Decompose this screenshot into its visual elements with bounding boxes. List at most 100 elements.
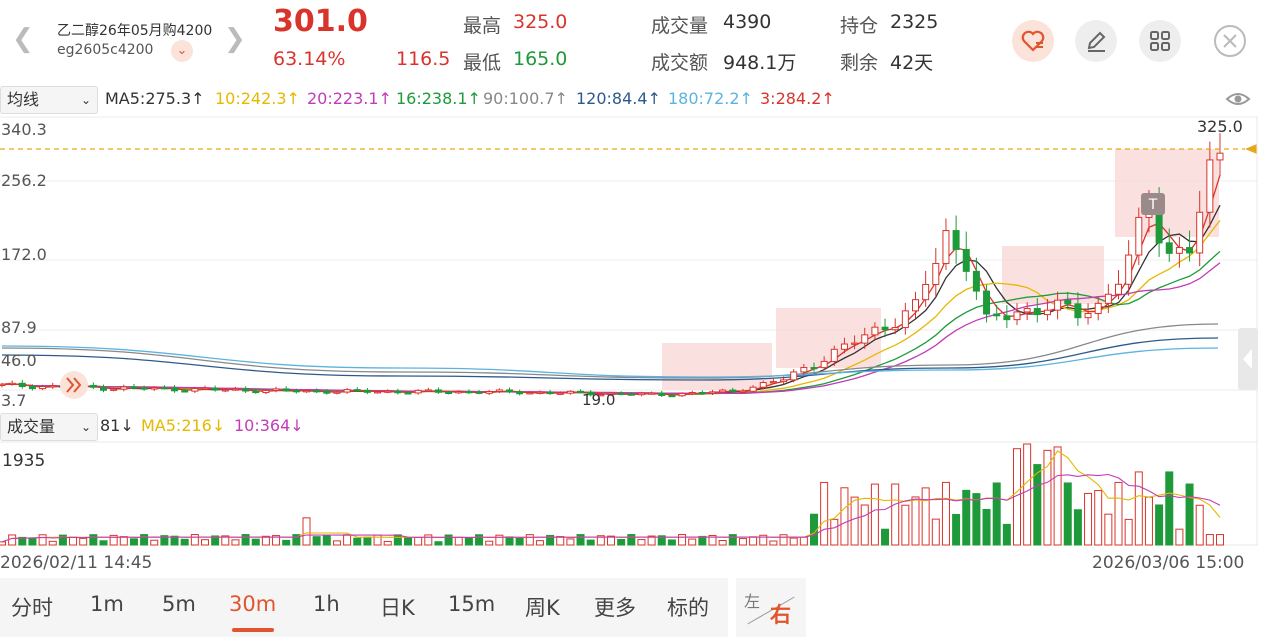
candle-body [455,391,463,394]
next-arrow-icon[interactable]: ❯ [224,24,246,54]
volume-ma-line [1,473,1221,543]
tab-30m[interactable]: 30m [229,592,277,616]
volume-bar [1053,446,1062,546]
volume-bar [617,538,626,546]
start-date: 2026/02/11 14:45 [0,553,153,573]
volume-bar [738,538,747,546]
candle-body [810,367,818,370]
candle-body [820,360,828,369]
volume-bar [464,537,473,546]
volume-bar [241,534,250,546]
edit-pencil-icon[interactable] [1075,20,1117,62]
volume-bar [495,534,504,546]
eye-icon[interactable] [1225,89,1251,113]
volume-bar [38,534,47,546]
candle-body [445,391,453,394]
close-icon[interactable] [1209,20,1251,62]
end-date: 2026/03/06 15:00 [1092,553,1245,573]
volume-bar [444,534,453,546]
volume-bar [1205,534,1214,546]
candle-body [1054,299,1062,311]
toggle-right[interactable]: 右 [770,603,791,627]
candle-body [861,334,869,344]
volume-axis-max: 1935 [2,451,46,471]
ma-legend-item: MA5:275.3↑ [105,89,205,108]
candle-body [759,382,767,388]
price-axis-label: 172.0 [1,245,47,264]
candle-body [577,390,585,394]
candle-body [1206,159,1214,213]
volume-bar [566,538,575,546]
tab-标的[interactable]: 标的 [667,596,709,620]
volume-bar [322,534,331,546]
volume-bar [586,539,595,546]
candle-body [1115,283,1122,295]
volume-bar [657,535,666,546]
volume-bar [607,535,615,546]
volume-bar [576,534,585,546]
volume-bar [1063,482,1072,546]
tab-日K[interactable]: 日K [380,596,415,620]
tab-1h[interactable]: 1h [313,592,340,616]
volume-bar [190,534,199,546]
volume-bar [292,534,301,546]
volume-bar [799,536,808,546]
ma-selector[interactable]: 均线 ⌄ [0,86,98,114]
candle-body [1033,308,1041,316]
candle-body [912,299,919,312]
candle-body [313,390,321,393]
candle-body [252,390,260,394]
volume-bar [830,518,839,546]
candle-body [404,392,412,395]
volume-bar [404,537,412,546]
tab-分时[interactable]: 分时 [11,596,53,620]
tab-更多[interactable]: 更多 [594,596,636,620]
candle-body [242,388,250,392]
price-axis-label: 340.3 [1,120,47,139]
candle-body [617,392,625,395]
tab-周K[interactable]: 周K [525,596,560,620]
volume-bar [160,535,169,546]
volume-bar [1155,504,1164,546]
volume-bar [718,539,727,546]
axis-side-toggle[interactable]: 左 右 [736,578,806,637]
volume-bar [728,534,737,546]
price-axis-label: 46.0 [1,351,37,370]
candle-body [465,391,473,394]
toggle-left[interactable]: 左 [744,592,761,611]
grid-icon[interactable] [1139,20,1181,62]
ma-legend-item: 16:238.1↑ [396,89,481,108]
turnover-label: 成交额 [651,52,709,74]
candle-body [282,388,290,392]
symbol-code: eg2605c4200 [57,42,154,58]
tab-1m[interactable]: 1m [90,592,124,616]
tab-15m[interactable]: 15m [448,592,496,616]
volume-bar [901,504,910,546]
prev-arrow-icon[interactable]: ❮ [12,24,34,54]
ma-legend-item: 120:84.4↑ [576,89,661,108]
candle-body [962,248,970,272]
tab-5m[interactable]: 5m [162,592,196,616]
remaining-value: 42天 [890,52,934,74]
volume-bar [1185,483,1194,546]
collapse-arrow-icon [1243,349,1252,369]
volume-bar [556,535,565,546]
volume-selector-label: 成交量 [7,417,56,436]
trade-marker[interactable] [1141,193,1165,215]
volume-bar [475,534,484,546]
volume-bar [1165,471,1174,546]
chevron-down-icon[interactable]: ⌄ [171,40,193,62]
volume-bar [18,536,27,546]
candle-body [120,386,128,390]
candle-body [769,381,777,384]
volume-bar [678,534,687,546]
volume-bar [962,489,971,546]
candle-body [932,262,940,286]
volume-selector[interactable]: 成交量 ⌄ [0,413,98,441]
candle-body [587,391,595,396]
long-ma-line [1,337,1219,381]
favorite-heart-icon[interactable] [1012,20,1054,62]
volume-bar [201,539,209,546]
last-price: 301.0 [273,4,368,39]
candle-body [719,389,727,393]
